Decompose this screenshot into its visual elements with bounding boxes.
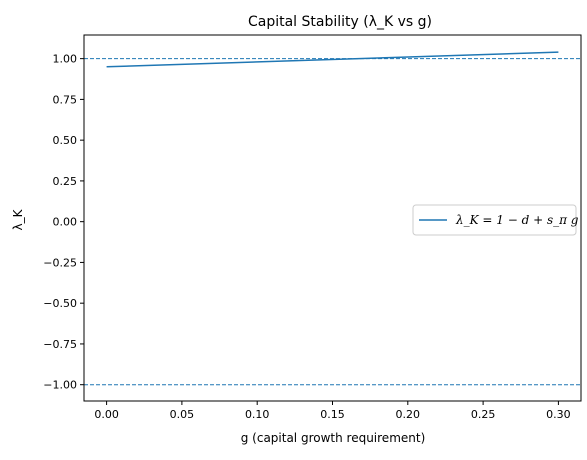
y-tick-label: −0.25: [43, 256, 77, 269]
x-axis-label: g (capital growth requirement): [241, 431, 426, 445]
y-tick-label: −0.75: [43, 338, 77, 351]
x-tick-label: 0.25: [471, 408, 496, 421]
legend-label: λ_K = 1 − d + s_π g: [455, 213, 579, 227]
x-tick-label: 0.20: [396, 408, 421, 421]
x-tick-label: 0.00: [94, 408, 119, 421]
y-tick-label: 1.00: [53, 53, 78, 66]
y-tick-label: 0.50: [53, 134, 78, 147]
plot-area: [84, 51, 581, 386]
x-tick-label: 0.05: [170, 408, 195, 421]
y-tick-label: −1.00: [43, 379, 77, 392]
legend: λ_K = 1 − d + s_π g: [412, 204, 579, 236]
x-tick-label: 0.30: [546, 408, 571, 421]
y-tick-label: −0.50: [43, 297, 77, 310]
y-axis: 1.00 0.75 0.50 0.25 0.00 −0.25 −0.50 −0.75 −1.00: [43, 53, 84, 392]
series-line-0: [106, 51, 559, 68]
legend-box: [412, 204, 577, 236]
x-axis: 0.00 0.05 0.10 0.15 0.20 0.25 0.30: [94, 401, 571, 421]
y-tick-label: 0.75: [53, 93, 78, 106]
x-tick-label: 0.15: [320, 408, 345, 421]
y-axis-label: λ_K: [11, 208, 25, 230]
y-tick-label: 0.25: [53, 175, 78, 188]
y-tick-label: 0.00: [53, 216, 78, 229]
chart-title: Capital Stability (λ_K vs g): [248, 14, 432, 30]
x-tick-label: 0.10: [245, 408, 270, 421]
